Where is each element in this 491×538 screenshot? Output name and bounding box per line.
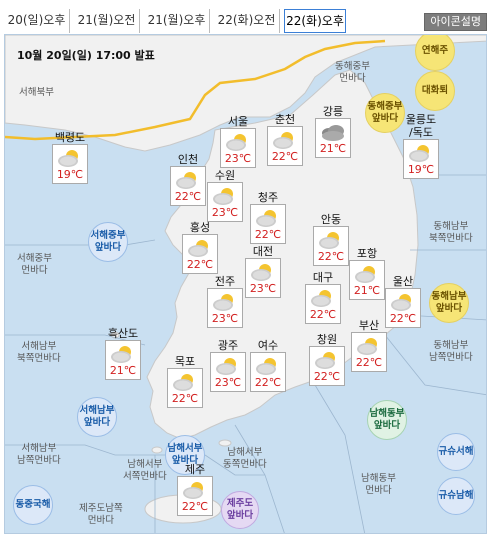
city-gangneung[interactable]: 강릉 21℃ [313, 105, 353, 158]
sea-region-label: 동해남부 남쪽먼바다 [429, 340, 473, 363]
sea-region-label: 동해남부 북쪽먼바다 [429, 221, 473, 244]
city-daejeon[interactable]: 대전 23℃ [243, 245, 283, 298]
city-cheongju[interactable]: 청주 22℃ [248, 191, 288, 244]
tab-22-am[interactable]: 22(화)오전 [214, 9, 280, 33]
coastal-badge[interactable]: 연해주 [415, 35, 455, 71]
partly-cloudy-icon [357, 338, 377, 355]
city-changwon[interactable]: 창원 22℃ [307, 333, 347, 386]
city-baengnyeongdo[interactable]: 백령도 19℃ [50, 131, 90, 184]
city-gwangju[interactable]: 광주 23℃ [208, 339, 248, 392]
sea-region-label: 제주도남쪽 먼바다 [79, 503, 123, 526]
tab-21-pm[interactable]: 21(월)오후 [144, 9, 210, 33]
coastal-badge[interactable]: 제주도 앞바다 [221, 491, 259, 529]
tab-20-pm[interactable]: 20(일)오후 [4, 9, 70, 33]
city-ulleungdo-dokdo[interactable]: 울릉도 /독도 19℃ [401, 113, 441, 179]
partly-cloudy-icon [315, 352, 335, 369]
partly-cloudy-icon [273, 132, 293, 149]
city-jeonju[interactable]: 전주 23℃ [205, 275, 245, 328]
city-pohang[interactable]: 포항 21℃ [347, 247, 387, 300]
coastal-badge[interactable]: 남해동부 앞바다 [367, 400, 407, 440]
partly-cloudy-icon [216, 358, 236, 375]
partly-cloudy-icon [183, 482, 203, 499]
land-south [146, 69, 419, 440]
coastal-badge[interactable]: 동해중부 앞바다 [365, 93, 405, 133]
coastal-badge[interactable]: 규슈서해 [437, 433, 475, 471]
sea-region-label: 서해남부 북쪽먼바다 [17, 341, 61, 364]
cloudy-icon [322, 125, 344, 141]
issue-time: 10월 20일(일) 17:00 발표 [17, 49, 155, 62]
sea-region-label: 남해서부 동쪽먼바다 [223, 447, 267, 470]
coastal-badge[interactable]: 서해남부 앞바다 [77, 397, 117, 437]
partly-cloudy-icon [256, 210, 276, 227]
partly-cloudy-icon [319, 232, 339, 249]
forecast-time-tabs: 20(일)오후 21(월)오전 21(월)오후 22(화)오전 22(화)오후 [4, 9, 487, 33]
partly-cloudy-icon [58, 150, 78, 167]
coastal-badge[interactable]: 대화퇴 [415, 71, 455, 111]
partly-cloudy-icon [251, 264, 271, 281]
partly-cloudy-icon [226, 134, 246, 151]
coastal-badge[interactable]: 남해서부 앞바다 [165, 435, 205, 475]
partly-cloudy-icon [213, 294, 233, 311]
coastal-badge[interactable]: 동해남부 앞바다 [429, 283, 469, 323]
front-line [5, 39, 386, 141]
city-hongseong[interactable]: 홍성 22℃ [180, 221, 220, 274]
land-north [5, 35, 486, 152]
city-mokpo[interactable]: 목포 22℃ [165, 355, 205, 408]
icon-legend-button[interactable]: 아이콘설명 [424, 13, 487, 31]
tab-22-pm[interactable]: 22(화)오후 [284, 9, 346, 33]
partly-cloudy-icon [256, 358, 276, 375]
city-chuncheon[interactable]: 춘천 22℃ [265, 113, 305, 166]
sea-region-label: 동해중부 먼바다 [335, 61, 370, 84]
city-suwon[interactable]: 수원 23℃ [205, 169, 245, 222]
sea-region-label: 서해중부 먼바다 [17, 253, 52, 276]
sea-region-label: 남해동부 먼바다 [361, 473, 396, 496]
sea-region-label: 서해남부 남쪽먼바다 [17, 443, 61, 466]
partly-cloudy-icon [391, 294, 411, 311]
city-jeju[interactable]: 제주 22℃ [175, 463, 215, 516]
city-incheon[interactable]: 인천 22℃ [168, 153, 208, 206]
partly-cloudy-icon [176, 172, 196, 189]
partly-cloudy-icon [409, 145, 429, 162]
city-ulsan[interactable]: 울산 22℃ [383, 275, 423, 328]
city-andong[interactable]: 안동 22℃ [311, 213, 351, 266]
city-busan[interactable]: 부산 22℃ [349, 319, 389, 372]
map-base [5, 35, 486, 533]
coastal-badge[interactable]: 규슈남해 [437, 477, 475, 515]
partly-cloudy-icon [213, 188, 233, 205]
tab-21-am[interactable]: 21(월)오전 [74, 9, 140, 33]
partly-cloudy-icon [311, 290, 331, 307]
partly-cloudy-icon [355, 266, 375, 283]
weather-map: 10월 20일(일) 17:00 발표 서해북부 동해중부 먼바다 서해중부 먼… [4, 34, 487, 534]
city-seoul[interactable]: 서울 23℃ [218, 115, 258, 168]
sea-region-label: 서해북부 [19, 87, 54, 98]
city-yeosu[interactable]: 여수 22℃ [248, 339, 288, 392]
partly-cloudy-icon [173, 374, 193, 391]
city-heuksando[interactable]: 흑산도 21℃ [103, 327, 143, 380]
city-daegu[interactable]: 대구 22℃ [303, 271, 343, 324]
coastal-badge[interactable]: 동중국해 [13, 485, 53, 525]
sea-region-label: 남해서부 서쪽먼바다 [123, 459, 167, 482]
partly-cloudy-icon [188, 240, 208, 257]
coastal-badge[interactable]: 서해중부 앞바다 [88, 222, 128, 262]
partly-cloudy-icon [111, 346, 131, 363]
